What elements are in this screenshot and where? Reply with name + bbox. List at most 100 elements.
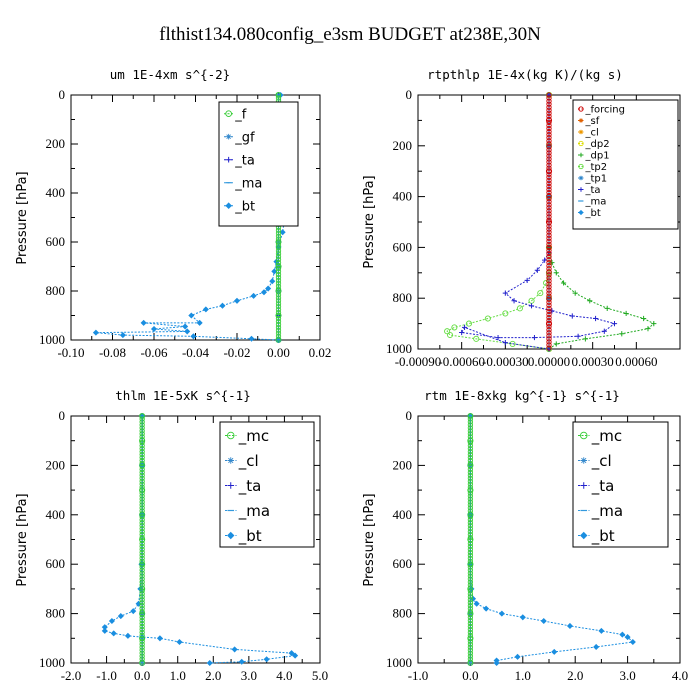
x-tick-label: 3.0 bbox=[619, 668, 635, 683]
data-point bbox=[202, 306, 209, 313]
data-point bbox=[139, 540, 145, 547]
legend-marker bbox=[578, 187, 584, 192]
data-point bbox=[546, 122, 552, 129]
data-point bbox=[139, 641, 145, 647]
legend-label: _bt bbox=[238, 527, 262, 546]
data-point bbox=[130, 608, 137, 615]
data-point bbox=[260, 289, 267, 296]
data-point bbox=[124, 632, 131, 639]
data-point bbox=[546, 275, 552, 281]
panel-um: um 1E-4xm s^{-2} Pressure [hPa] bbox=[15, 67, 230, 265]
data-point bbox=[546, 144, 552, 150]
x-tick-label: -1.0 bbox=[96, 668, 117, 683]
data-point bbox=[546, 284, 552, 290]
legend-item: _bt bbox=[578, 527, 615, 546]
data-point bbox=[467, 434, 474, 440]
y-tick-label: 400 bbox=[46, 185, 66, 200]
data-point bbox=[467, 644, 474, 650]
data-point bbox=[546, 141, 552, 147]
data-point bbox=[467, 632, 474, 638]
data-point bbox=[139, 422, 145, 428]
data-point bbox=[546, 247, 552, 254]
legend-item: _cl bbox=[225, 452, 259, 471]
x-tick-label: 1.0 bbox=[515, 668, 531, 683]
data-point bbox=[275, 295, 282, 301]
data-point bbox=[275, 230, 282, 236]
data-point bbox=[546, 336, 552, 342]
legend-item: _ma bbox=[578, 502, 623, 521]
data-point bbox=[139, 644, 145, 650]
data-point bbox=[546, 296, 552, 302]
data-point bbox=[467, 597, 474, 603]
data-point bbox=[467, 620, 474, 627]
data-point bbox=[467, 469, 474, 475]
data-point bbox=[275, 274, 282, 280]
data-point bbox=[275, 227, 282, 233]
data-point bbox=[92, 329, 99, 336]
data-point bbox=[546, 342, 552, 348]
data-point bbox=[467, 416, 474, 422]
panel-title: rtm 1E-8xkg kg^{-1} s^{-1} bbox=[424, 388, 620, 403]
data-point bbox=[546, 323, 552, 330]
data-point bbox=[467, 502, 474, 508]
data-point bbox=[467, 558, 474, 564]
data-point bbox=[139, 487, 145, 493]
data-point bbox=[139, 525, 145, 532]
data-point bbox=[188, 312, 195, 319]
data-point bbox=[546, 101, 552, 107]
data-point bbox=[546, 153, 552, 159]
data-point bbox=[549, 260, 555, 266]
data-point bbox=[546, 266, 552, 272]
data-point bbox=[467, 650, 474, 656]
series-tp2 bbox=[444, 91, 553, 353]
data-point bbox=[546, 135, 552, 141]
x-tick-label: 0.0 bbox=[462, 668, 478, 683]
legend-marker bbox=[225, 202, 232, 209]
data-point bbox=[139, 632, 145, 638]
legend-marker bbox=[578, 106, 584, 112]
data-point bbox=[546, 202, 552, 208]
data-point bbox=[110, 630, 117, 637]
legend-marker bbox=[578, 175, 584, 181]
legend-label: _ma bbox=[585, 197, 607, 208]
x-tick-label: -0.04 bbox=[182, 345, 210, 360]
data-point bbox=[139, 514, 145, 520]
legend-label: _bt bbox=[585, 208, 601, 219]
legend-item: _ma bbox=[225, 502, 270, 521]
data-point bbox=[139, 460, 145, 467]
data-point bbox=[467, 594, 474, 600]
data-point bbox=[592, 315, 599, 322]
data-point bbox=[546, 299, 552, 305]
data-point bbox=[139, 454, 145, 461]
data-point bbox=[139, 425, 145, 431]
data-point bbox=[139, 413, 145, 419]
data-point bbox=[139, 591, 145, 597]
data-point bbox=[542, 257, 548, 263]
data-point bbox=[182, 323, 189, 330]
data-point bbox=[139, 481, 145, 487]
data-point bbox=[139, 469, 145, 475]
data-point bbox=[502, 310, 509, 317]
data-point bbox=[546, 229, 552, 235]
data-point bbox=[139, 508, 145, 514]
data-point bbox=[553, 341, 559, 347]
data-point bbox=[624, 634, 631, 641]
series-line bbox=[469, 416, 634, 663]
series-line bbox=[460, 95, 616, 350]
legend-box bbox=[219, 421, 315, 548]
data-point bbox=[467, 564, 474, 570]
data-point bbox=[139, 588, 145, 594]
data-point bbox=[139, 638, 145, 644]
data-point bbox=[546, 302, 552, 308]
y-tick-label: 600 bbox=[393, 556, 413, 571]
data-point bbox=[467, 463, 474, 470]
data-point bbox=[139, 600, 145, 606]
data-point bbox=[139, 653, 145, 659]
data-point bbox=[546, 259, 552, 266]
data-point bbox=[467, 484, 474, 490]
legend-box bbox=[218, 101, 299, 227]
data-point bbox=[549, 308, 555, 314]
data-point bbox=[275, 336, 282, 342]
data-point bbox=[139, 517, 145, 523]
data-point bbox=[275, 268, 282, 275]
